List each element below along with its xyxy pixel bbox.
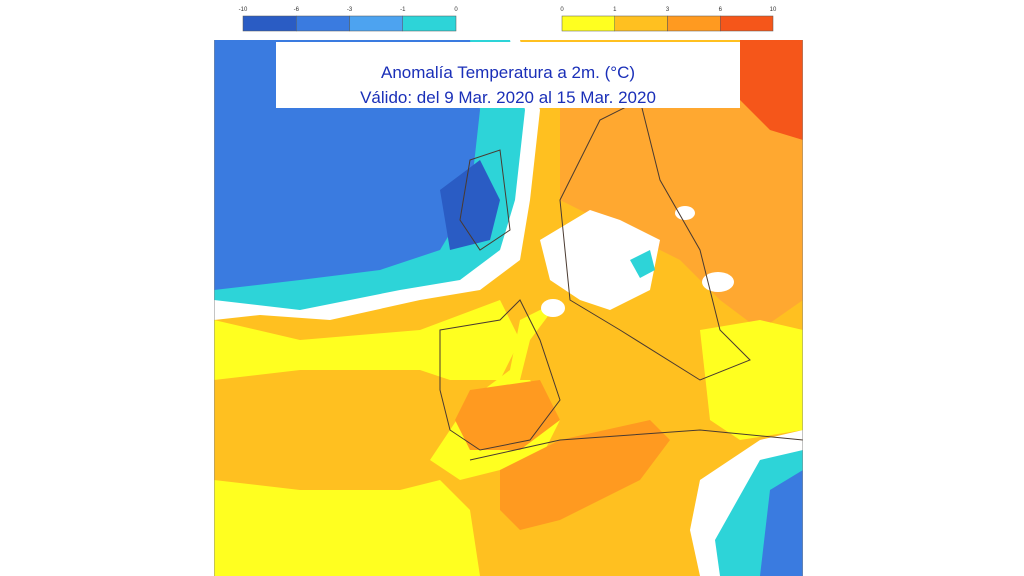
coastline [469,429,803,461]
anomaly-region [455,380,560,450]
anomaly-region [440,160,500,250]
legend-tick-label: 6 [719,7,723,13]
title-box [276,42,740,108]
anomaly-region [540,210,660,310]
anomaly-region [675,206,695,220]
anomaly-region [702,272,734,292]
anomaly-region [740,40,803,140]
legend-tick-label: -1 [400,7,406,13]
anomaly-region [541,299,565,317]
legend-tick-label: 0 [454,7,458,13]
legend-tick-label: 3 [666,7,670,13]
anomaly-region [500,420,670,530]
legend-swatch [561,15,615,32]
map [214,40,803,576]
title-line: Anomalía Temperatura a 2m. (°C) [381,63,635,82]
legend-tick-label: -3 [347,7,353,13]
legend-swatch [720,15,774,32]
legend-swatch [296,15,350,32]
legend-tick-label: 0 [560,7,564,13]
title-line: Válido: del 9 Mar. 2020 al 15 Mar. 2020 [360,88,656,107]
legend-swatch [242,15,297,32]
anomaly-region [630,250,655,278]
legend-swatch [349,15,403,32]
legend-swatch [667,15,721,32]
legend-tick-label: 1 [613,7,617,13]
legend-swatch [402,15,457,32]
coastline [439,299,561,451]
anomaly-region [700,320,803,440]
legend: -10 -6 -3 -1 0 0 1 3 6 10 [239,7,777,32]
anomaly-region [760,470,803,576]
legend-tick-label: -10 [239,7,248,13]
anomaly-region [214,480,480,576]
anomaly-region [214,300,520,380]
legend-tick-label: -6 [294,7,300,13]
legend-swatch [614,15,668,32]
legend-tick-label: 10 [770,7,777,13]
coastline [459,149,511,251]
